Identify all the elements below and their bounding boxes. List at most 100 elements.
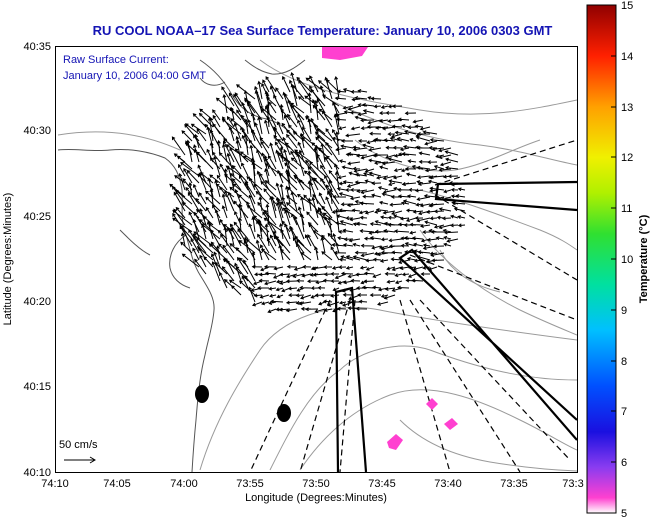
current-vector xyxy=(294,175,305,191)
current-vector xyxy=(279,272,291,277)
current-vector xyxy=(264,168,270,184)
current-vector xyxy=(181,130,193,142)
current-vector xyxy=(312,193,326,212)
current-vector xyxy=(357,112,368,117)
current-vector xyxy=(347,161,361,166)
current-vector xyxy=(285,279,298,284)
current-vector xyxy=(241,275,249,289)
current-vector xyxy=(232,178,242,191)
current-vector xyxy=(221,205,228,219)
current-vector xyxy=(431,258,445,263)
current-vector xyxy=(393,168,403,173)
current-vector xyxy=(263,188,277,205)
current-vector xyxy=(416,175,431,180)
current-vector xyxy=(307,92,312,114)
current-vector xyxy=(397,285,410,290)
current-vector xyxy=(380,105,389,109)
current-vector xyxy=(428,266,438,271)
current-vector xyxy=(256,149,263,163)
current-vector xyxy=(386,279,396,284)
current-vector xyxy=(279,103,284,121)
current-vector xyxy=(335,147,347,152)
current-vector xyxy=(264,180,277,191)
current-vector xyxy=(263,217,284,233)
current-vector xyxy=(345,265,354,270)
current-vector xyxy=(192,183,200,198)
current-vector xyxy=(443,242,452,247)
current-vector xyxy=(290,102,305,114)
current-vector xyxy=(212,109,221,121)
current-vector xyxy=(346,203,361,208)
current-vector xyxy=(300,196,305,212)
current-vector xyxy=(348,238,361,243)
current-vector xyxy=(439,161,452,167)
map-title: RU COOL NOAA–17 Sea Surface Temperature:… xyxy=(92,23,553,38)
current-vector xyxy=(404,242,417,247)
current-vector xyxy=(285,300,298,305)
current-vector xyxy=(392,175,403,180)
current-vector xyxy=(286,195,298,205)
current-vector xyxy=(417,250,431,255)
current-vector xyxy=(347,299,361,304)
current-vector xyxy=(269,142,277,163)
x-tick: 73:40 xyxy=(434,478,462,490)
current-vector xyxy=(412,119,424,124)
colorbar-tick: 7 xyxy=(621,406,627,418)
colorbar-tick: 6 xyxy=(621,457,627,469)
current-vector xyxy=(350,89,361,94)
current-vector xyxy=(348,294,361,301)
current-vector xyxy=(455,194,466,198)
x-tick-labels: 74:10 74:05 74:00 73:55 73:50 73:45 73:4… xyxy=(41,478,583,490)
current-vector xyxy=(388,179,403,184)
current-vector xyxy=(172,185,186,205)
colorbar-tick: 5 xyxy=(621,508,627,519)
current-vector xyxy=(255,190,270,205)
current-vector xyxy=(265,92,270,114)
current-vector xyxy=(377,186,389,191)
current-vector xyxy=(348,171,361,177)
current-vector xyxy=(383,228,396,233)
current-label-line1: Raw Surface Current: xyxy=(63,54,169,66)
current-vector xyxy=(363,172,375,177)
current-vector xyxy=(416,196,431,201)
current-vector xyxy=(325,196,333,212)
current-vector xyxy=(186,169,200,184)
current-vector xyxy=(235,139,242,163)
current-vector xyxy=(259,294,270,299)
current-vector xyxy=(438,207,452,212)
current-vector xyxy=(359,215,368,220)
current-vector xyxy=(354,172,368,177)
current-vector xyxy=(338,159,347,164)
current-vector xyxy=(196,245,214,261)
current-vector xyxy=(302,126,312,142)
current-vector xyxy=(235,247,249,261)
current-vector xyxy=(264,223,270,247)
current-vector xyxy=(334,208,340,233)
current-vector xyxy=(224,189,235,212)
current-vector xyxy=(194,258,207,275)
current-vector xyxy=(275,287,284,292)
current-vector xyxy=(237,256,249,275)
current-vector xyxy=(255,239,263,261)
current-vector xyxy=(401,152,417,157)
current-vector xyxy=(335,131,340,156)
current-vector xyxy=(279,146,284,163)
current-vector xyxy=(352,255,368,261)
y-tick-labels: 40:35 40:30 40:25 40:20 40:15 40:10 xyxy=(23,41,51,479)
current-vector xyxy=(284,209,291,226)
current-vector xyxy=(409,230,417,235)
current-vector xyxy=(260,180,277,198)
current-vector xyxy=(285,185,291,205)
current-vector xyxy=(384,271,396,276)
current-vector xyxy=(443,235,452,240)
current-vector xyxy=(280,228,291,247)
colorbar-tick: 15 xyxy=(621,0,633,12)
current-vector xyxy=(175,206,186,219)
current-vector xyxy=(407,273,417,278)
current-vector xyxy=(251,161,256,184)
current-vector xyxy=(327,232,340,247)
current-vector xyxy=(261,248,277,261)
current-vector xyxy=(277,169,284,184)
current-vector xyxy=(429,175,445,180)
current-vector xyxy=(212,123,228,142)
